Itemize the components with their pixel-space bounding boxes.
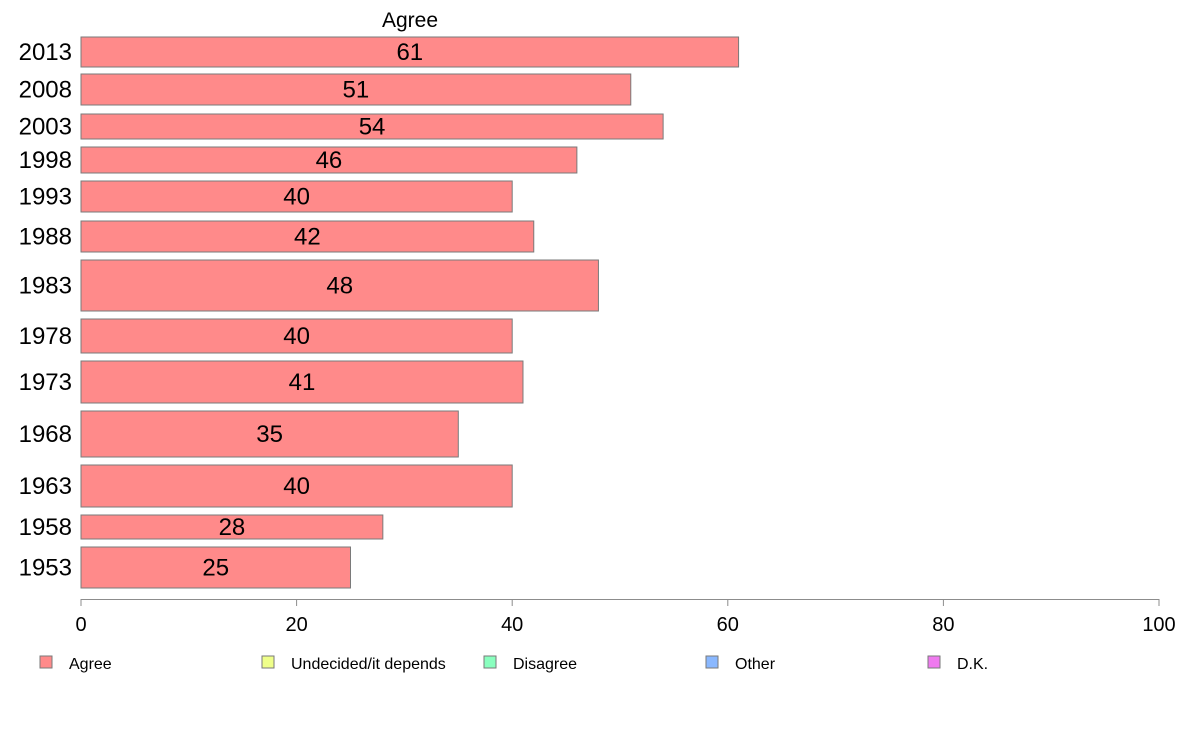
bar-1968 — [80, 410, 459, 458]
legend-swatch — [705, 655, 719, 669]
year-label: 1983 — [19, 273, 72, 300]
bar-1953 — [80, 546, 351, 589]
bar-1998 — [80, 146, 578, 174]
bar-value-label: 42 — [294, 224, 321, 251]
legend-swatch — [261, 655, 275, 669]
year-label: 2008 — [19, 77, 72, 104]
bar-value-label: 54 — [359, 114, 386, 141]
bar-value-label: 41 — [289, 369, 316, 396]
year-label: 1953 — [19, 555, 72, 582]
x-tick-label: 20 — [285, 614, 307, 636]
bar-value-label: 35 — [256, 421, 283, 448]
bar-value-label: 40 — [283, 473, 310, 500]
bar-1983 — [80, 259, 599, 312]
bar-value-label: 25 — [202, 555, 229, 582]
x-tick-label: 80 — [932, 614, 954, 636]
bar-value-label: 48 — [326, 273, 353, 300]
bar-1963 — [80, 464, 513, 508]
legend-swatch — [483, 655, 497, 669]
bar-value-label: 40 — [283, 184, 310, 211]
bar-1978 — [80, 318, 513, 354]
year-label: 1973 — [19, 369, 72, 396]
year-label: 1978 — [19, 323, 72, 350]
year-label: 1968 — [19, 421, 72, 448]
bar-1958 — [80, 514, 384, 540]
x-tick-label: 0 — [75, 614, 86, 636]
legend-label: Agree — [69, 656, 112, 673]
year-label: 1958 — [19, 514, 72, 541]
year-label: 1988 — [19, 224, 72, 251]
year-label: 1998 — [19, 147, 72, 174]
legend-label: Other — [735, 656, 776, 673]
year-label: 1993 — [19, 184, 72, 211]
legend-label: D.K. — [957, 656, 988, 673]
bar-value-label: 46 — [316, 147, 343, 174]
chart-title: Agree — [382, 9, 438, 32]
year-label: 2003 — [19, 114, 72, 141]
bar-1973 — [80, 360, 524, 404]
x-tick-label: 60 — [717, 614, 739, 636]
legend-label: Disagree — [513, 656, 577, 673]
legend: Agree Undecided/it depends Disagree Other D.… — [39, 655, 988, 673]
x-axis: 0 20 40 60 80 100 — [75, 599, 1176, 636]
x-tick-label: 40 — [501, 614, 523, 636]
legend-label: Undecided/it depends — [291, 656, 446, 673]
year-label: 2013 — [19, 39, 72, 66]
bar-value-label: 28 — [219, 514, 246, 541]
legend-swatch — [39, 655, 53, 669]
bar-2003 — [80, 113, 664, 140]
legend-swatch — [927, 655, 941, 669]
bar-value-label: 61 — [396, 39, 423, 66]
bar-1993 — [80, 180, 513, 213]
bar-2008 — [80, 73, 632, 106]
bar-value-label: 40 — [283, 323, 310, 350]
bar-value-label: 51 — [343, 77, 370, 104]
bar-2013 — [80, 36, 740, 68]
year-labels: 2013 2008 2003 1998 1993 1988 1983 1978 1973 1968… — [19, 39, 72, 582]
x-tick-label: 100 — [1142, 614, 1175, 636]
bar-1988 — [80, 220, 535, 253]
year-label: 1963 — [19, 473, 72, 500]
